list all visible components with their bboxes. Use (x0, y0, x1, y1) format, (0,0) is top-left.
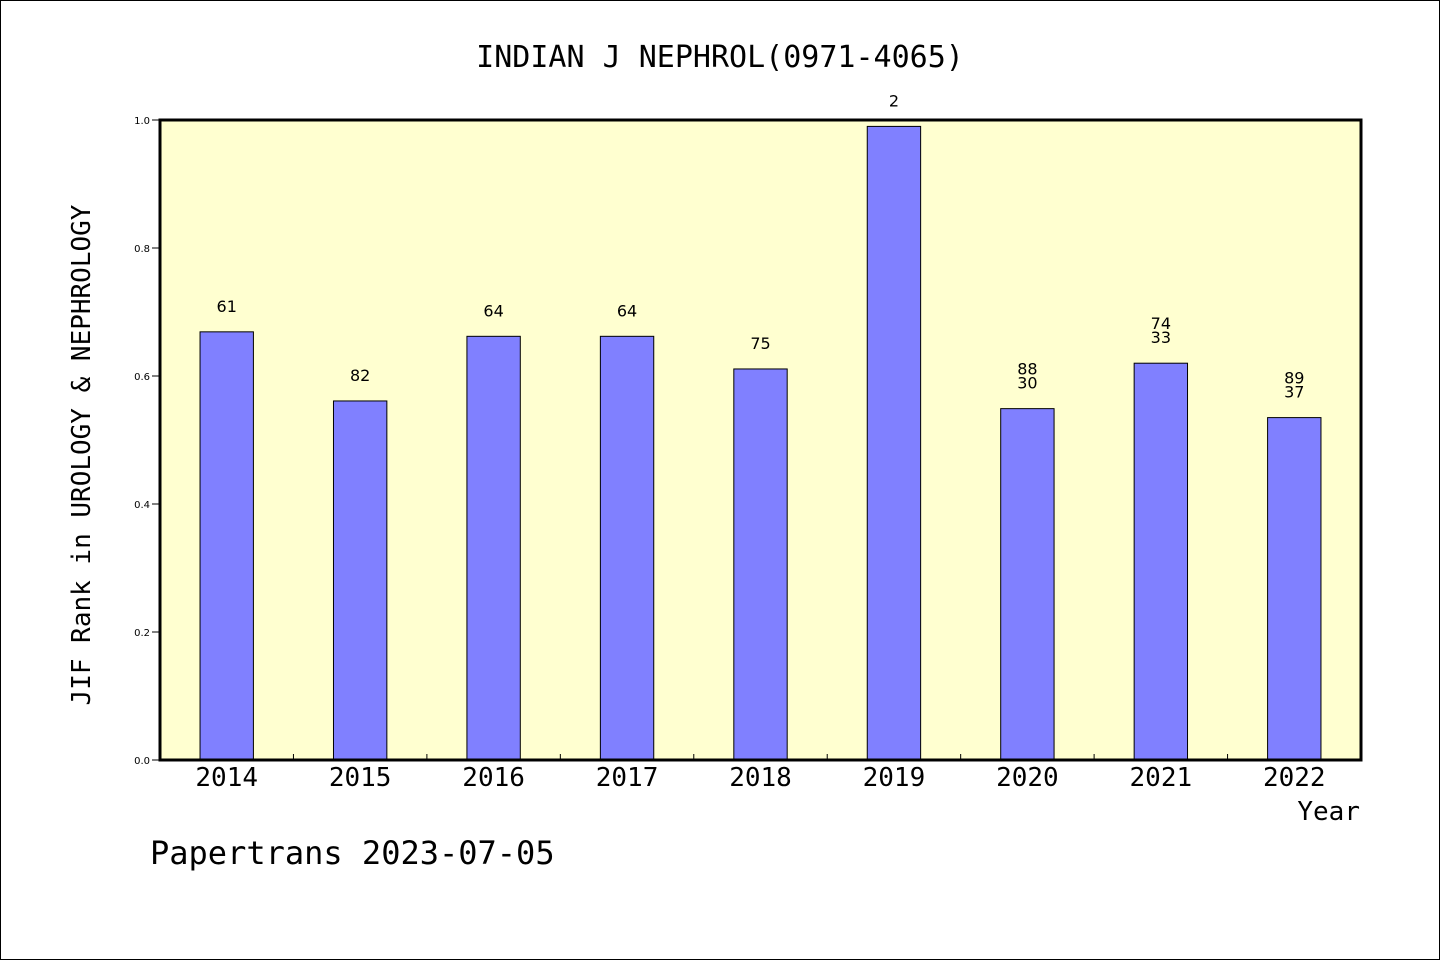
x-tick-label: 2021 (1130, 763, 1193, 793)
x-axis-tick-labels: 2014 2015 2016 2017 2018 2019 2020 2021 2022 (195, 763, 1325, 793)
x-tick-label: 2017 (596, 763, 659, 793)
bar-value-label: 75 (750, 334, 770, 353)
bar-value-label: 89 (1284, 369, 1304, 388)
y-tick-label: 0.6 (134, 372, 150, 383)
bar-2018 (733, 368, 788, 761)
bar-2022 (1267, 417, 1322, 761)
x-tick-label: 2019 (863, 763, 926, 793)
bar-value-label: 37 (1284, 383, 1304, 402)
bar-2016 (466, 335, 521, 761)
y-tick-label: 1.0 (134, 116, 150, 127)
x-tick-label: 2016 (462, 763, 525, 793)
x-axis-label: Year (1297, 797, 1360, 827)
bar-value-label: 64 (483, 301, 503, 320)
plot-frame (158, 118, 1363, 762)
bar-2021 (1133, 362, 1189, 761)
x-tick-label: 2015 (329, 763, 392, 793)
bar-value-label: 33 (1151, 328, 1171, 347)
bar-2020 (1000, 408, 1055, 761)
y-tick-label: 0.0 (134, 756, 150, 767)
bar-2017 (599, 335, 655, 761)
y-tick-label: 0.2 (134, 628, 150, 639)
bar-value-label: 64 (617, 301, 637, 320)
bars (199, 125, 1322, 761)
bar-2014 (199, 331, 254, 761)
bar-value-label: 74 (1151, 314, 1171, 333)
footer-credit: Papertrans 2023-07-05 (150, 834, 555, 872)
x-tick-label: 2014 (195, 763, 258, 793)
bar-value-label: 82 (350, 366, 370, 385)
x-tick-label: 2022 (1263, 763, 1326, 793)
bar-value-label: 2 (889, 91, 899, 110)
bar-value-label: 30 (1017, 374, 1037, 393)
x-tick-label: 2018 (729, 763, 792, 793)
y-tick-label: 0.4 (134, 500, 150, 511)
bar-2015 (332, 400, 388, 761)
bar-value-label: 61 (217, 297, 237, 316)
chart-title: INDIAN J NEPHROL(0971-4065) (476, 40, 964, 75)
bar-value-label: 88 (1017, 360, 1037, 379)
x-tick-label: 2020 (996, 763, 1059, 793)
y-axis-label: JIF Rank in UROLOGY & NEPHROLOGY (67, 204, 97, 705)
bar-2019 (866, 125, 922, 761)
y-tick-label: 0.8 (134, 244, 150, 255)
